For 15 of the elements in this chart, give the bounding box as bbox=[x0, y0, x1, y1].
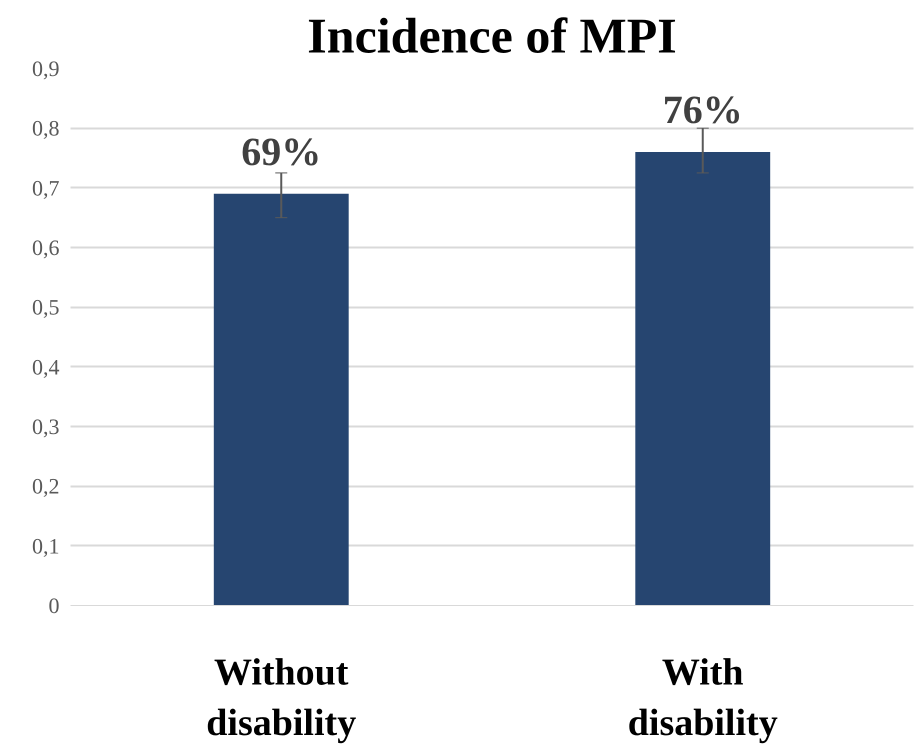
x-tick-label: Without disability bbox=[206, 652, 356, 744]
y-tick-label: 0,6 bbox=[32, 235, 60, 260]
y-tick-label: 0,7 bbox=[32, 175, 60, 200]
x-tick-label: With disability bbox=[628, 652, 778, 744]
y-tick-label: 0,5 bbox=[32, 294, 60, 320]
data-label: 69% bbox=[241, 128, 322, 174]
y-tick-label: 0,2 bbox=[32, 474, 60, 499]
y-tick-label: 0,9 bbox=[32, 56, 60, 81]
chart-title: Incidence of MPI bbox=[307, 8, 677, 64]
y-tick-label: 0 bbox=[48, 593, 60, 618]
y-tick-label: 0,8 bbox=[32, 116, 60, 141]
y-tick-label: 0,4 bbox=[32, 354, 60, 380]
y-tick-label: 0,3 bbox=[32, 414, 60, 439]
y-tick-label: 0,1 bbox=[32, 533, 60, 558]
data-label: 76% bbox=[662, 87, 743, 132]
